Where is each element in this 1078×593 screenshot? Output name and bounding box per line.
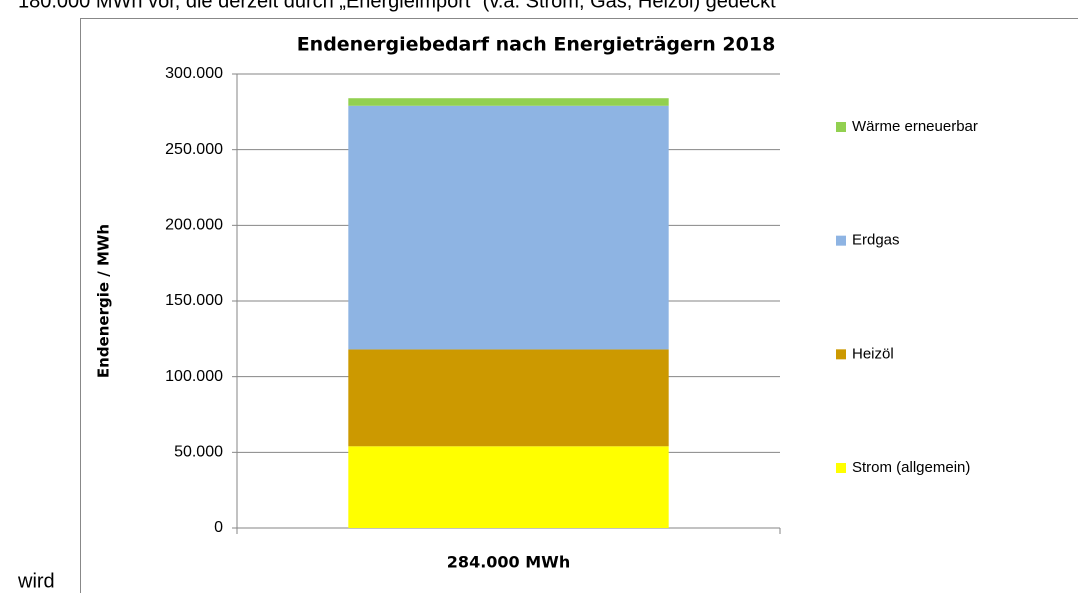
plot: 0 50.000 100.000 150.000 200.000 250.000 300.0…: [165, 65, 978, 571]
chart-title: Endenergiebedarf nach Energieträgern 201…: [297, 34, 776, 56]
y-tick-label: 50.000: [174, 444, 223, 461]
bar-segment: [348, 98, 669, 106]
legend-label: Heizöl: [852, 345, 894, 362]
y-tick-label: 300.000: [165, 65, 223, 82]
x-tick-label: 284.000 MWh: [447, 553, 570, 572]
legend-swatch: [836, 122, 846, 132]
y-tick-label: 200.000: [165, 217, 223, 234]
y-tick-label: 0: [214, 519, 223, 536]
legend-label: Erdgas: [852, 232, 900, 249]
y-tick-label: 250.000: [165, 141, 223, 158]
bar-segment: [348, 349, 669, 447]
legend-swatch: [836, 349, 846, 360]
bar-segment: [348, 446, 669, 528]
y-tick-label: 150.000: [165, 292, 223, 309]
y-axis-label: Endenergie / MWh: [95, 224, 113, 378]
legend-swatch: [836, 235, 846, 246]
body-text: 180.000 MWh vor, die derzeit durch „Ener…: [18, 0, 776, 12]
legend-label: Strom (allgemein): [852, 459, 970, 476]
body-text: wird: [17, 570, 55, 592]
legend-swatch: [836, 463, 846, 473]
legend-label: Wärme erneuerbar: [852, 118, 978, 135]
y-tick-label: 100.000: [165, 368, 223, 385]
bar-segment: [348, 105, 669, 350]
